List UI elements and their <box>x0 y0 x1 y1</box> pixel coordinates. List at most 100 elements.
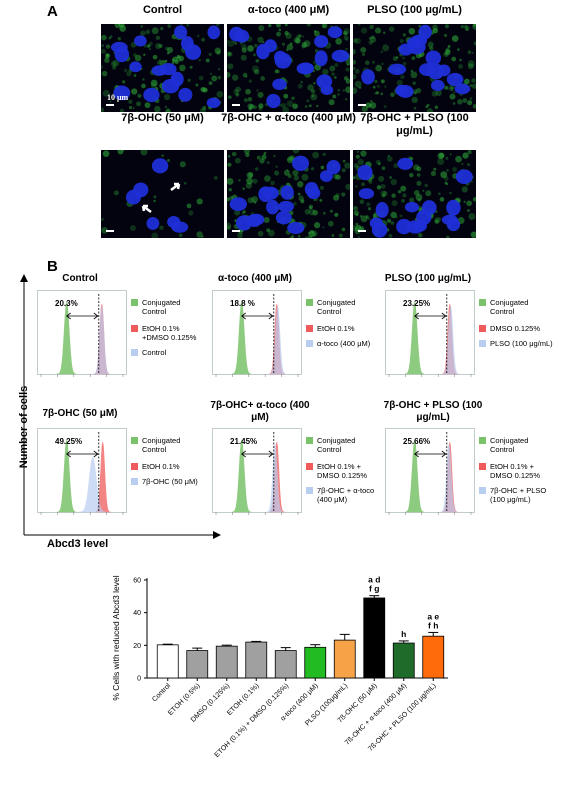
error-bar <box>162 643 173 645</box>
legend-text: Conjugated Control <box>142 436 181 454</box>
histogram-peak <box>405 301 425 375</box>
nucleus <box>275 211 292 225</box>
nucleus <box>133 182 149 198</box>
nucleus <box>160 63 177 76</box>
nucleus <box>292 155 310 172</box>
flow-histogram <box>37 428 127 515</box>
error-bar <box>192 647 203 651</box>
legend-entry: 7β-OHC (50 μM) <box>131 477 201 486</box>
micrograph-title: α-toco (400 μM) <box>247 4 330 16</box>
nucleus <box>248 213 265 226</box>
legend-text: Conjugated Control <box>490 298 529 316</box>
flow-title: 7β-OHC + PLSO (100 μg/mL) <box>383 400 483 423</box>
legend-swatch <box>131 463 138 470</box>
arrow-marker <box>170 182 181 191</box>
histogram-peak <box>232 439 252 513</box>
bar-chart: 0 20 40 60 % Cells with reduced Abcd3 level C… <box>111 575 448 759</box>
significance-label: a d <box>368 575 380 585</box>
nucleus <box>371 222 388 238</box>
panel-b-label: B <box>47 258 58 275</box>
flow-histogram <box>212 290 302 377</box>
legend-text: α-toco (400 μM) <box>317 339 371 348</box>
nucleus <box>398 43 413 56</box>
legend-swatch <box>479 463 486 470</box>
flow-histogram <box>385 428 475 515</box>
flow-title: Control <box>62 273 98 284</box>
micrograph-title: 7β-OHC (50 μM) <box>121 112 204 124</box>
significance-label: a e <box>427 611 439 621</box>
legend-swatch <box>479 299 486 306</box>
nucleus <box>235 215 252 231</box>
nucleus <box>272 78 287 91</box>
nucleus <box>113 85 131 101</box>
legend-entry: PLSO (100 μg/mL) <box>479 339 554 348</box>
nucleus <box>298 62 314 74</box>
bar <box>215 645 238 679</box>
legend-swatch <box>479 325 486 332</box>
scale-bar-label: 10 μm <box>107 93 129 102</box>
legend-entry: Conjugated Control <box>131 298 201 316</box>
y-axis-label-cells: Number of cells <box>18 385 30 469</box>
legend-entry: EtOH 0.1% <box>306 324 376 333</box>
flow-percent-label: 21.45% <box>230 437 258 446</box>
histogram-peak <box>232 301 252 375</box>
legend-entry: α-toco (400 μM) <box>306 339 376 348</box>
legend-entry: 7β-OHC + PLSO (100 μg/mL) <box>479 486 554 504</box>
flow-percent-label: 49.25% <box>55 437 83 446</box>
nucleus <box>404 201 419 213</box>
nucleus <box>375 202 389 218</box>
x-tick-label: 7ß-OHC + α-toco (400 μM) <box>344 682 408 746</box>
legend-entry: EtOH 0.1% <box>131 462 201 471</box>
nucleus <box>114 46 130 63</box>
legend-entry: Conjugated Control <box>306 436 376 454</box>
nucleus <box>181 36 194 51</box>
y-tick-label: 40 <box>133 610 141 617</box>
legend-entry: Conjugated Control <box>479 436 554 454</box>
legend-swatch <box>479 487 486 494</box>
nucleus <box>151 158 169 174</box>
legend-text: 7β-OHC + α-toco (400 μM) <box>317 486 375 504</box>
legend-swatch <box>131 437 138 444</box>
y-axis-label: % Cells with reduced Abcd3 level <box>111 575 121 700</box>
flow-histogram <box>212 428 302 515</box>
nucleus <box>133 35 147 47</box>
nucleus <box>262 186 279 200</box>
legend-entry: DMSO 0.125% <box>479 324 554 333</box>
scale-bar <box>232 104 240 106</box>
nucleus <box>207 25 221 40</box>
nucleus <box>274 52 292 69</box>
micrograph-cells <box>353 24 476 112</box>
legend-swatch <box>306 437 313 444</box>
legend-text: Conjugated Control <box>490 436 529 454</box>
nucleus <box>316 74 333 89</box>
error-bar <box>221 644 232 647</box>
legend-text: EtOH 0.1% + DMSO 0.125% <box>490 462 541 480</box>
legend-text: EtOH 0.1% <box>317 324 355 333</box>
legend-entry: Control <box>131 348 201 357</box>
nucleus <box>161 78 180 94</box>
nucleus <box>278 200 294 213</box>
histogram-peak <box>57 439 77 513</box>
nucleus <box>178 87 193 102</box>
legend-text: Conjugated Control <box>317 436 356 454</box>
scale-bar <box>106 230 114 232</box>
nucleus <box>234 29 250 43</box>
legend-text: Conjugated Control <box>142 298 181 316</box>
micrograph-title: Control <box>142 4 183 16</box>
error-bar <box>339 633 350 641</box>
legend-text: DMSO 0.125% <box>490 324 541 333</box>
nucleus <box>314 50 328 67</box>
nucleus <box>416 209 432 225</box>
legend-swatch <box>131 299 138 306</box>
significance-label: h <box>401 629 406 639</box>
bar <box>156 644 179 679</box>
micrograph-image: 10 μm <box>101 24 224 112</box>
flow-percent-label: 18.8 % <box>230 299 255 308</box>
legend-text: Control <box>142 348 167 357</box>
flow-legend: Conjugated Control EtOH 0.1% +DMSO 0.125%… <box>131 298 201 363</box>
error-bar <box>280 647 291 651</box>
nucleus <box>146 216 160 230</box>
micrograph-image <box>227 150 350 238</box>
nucleus <box>425 50 442 66</box>
legend-swatch <box>306 325 313 332</box>
